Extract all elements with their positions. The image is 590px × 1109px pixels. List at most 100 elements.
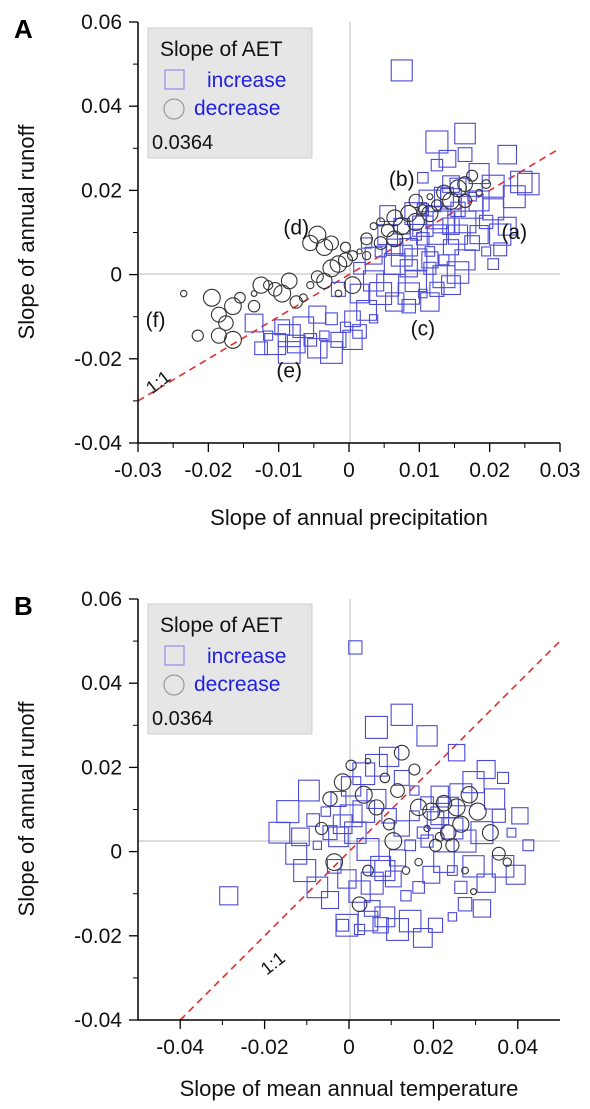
panel-b-point-increase xyxy=(352,762,376,786)
panel-b-point-decrease xyxy=(447,798,466,817)
panel-b-point-increase xyxy=(336,918,350,932)
panel-b-point-increase xyxy=(293,858,317,883)
panel-b-point-increase xyxy=(348,880,371,903)
panel-a-point-increase xyxy=(399,237,419,257)
panel-a-point-increase xyxy=(404,202,428,226)
panel-a-point-increase xyxy=(481,174,505,198)
panel-b-letter: B xyxy=(14,591,33,621)
panel-b-point-increase xyxy=(378,746,400,768)
panel-a-point-decrease xyxy=(323,235,339,251)
panel-a-point-increase xyxy=(320,341,343,364)
panel-b-point-increase xyxy=(390,703,413,726)
panel-b-point-increase xyxy=(506,827,517,838)
panel-a-point-decrease xyxy=(361,250,372,261)
panel-b-y-tick-label: -0.02 xyxy=(74,925,122,948)
panel-a-point-increase xyxy=(412,215,434,237)
panel-b-point-increase xyxy=(276,800,300,824)
panel-a-point-increase xyxy=(404,269,428,293)
panel-a-point-decrease xyxy=(356,248,363,255)
panel-b-point-increase xyxy=(388,849,407,867)
panel-b-x-label: Slope of mean annual temperature xyxy=(180,1076,519,1101)
panel-b-point-increase xyxy=(470,821,494,845)
panel-b-point-increase xyxy=(363,900,381,917)
panel-a-legend-box xyxy=(147,27,313,159)
panel-b-point-decrease xyxy=(435,794,453,812)
panel-b-point-increase xyxy=(384,870,402,888)
panel-a-point-decrease xyxy=(210,327,227,344)
panel-b-point-decrease xyxy=(452,815,470,833)
panel-b-point-decrease xyxy=(422,802,441,821)
panel-b-point-increase xyxy=(352,800,376,823)
panel-a-x-tick-label: -0.01 xyxy=(255,459,303,482)
panel-a-point-decrease xyxy=(334,289,343,298)
panel-a-point-increase xyxy=(368,314,379,324)
panel-a-point-increase xyxy=(493,242,508,257)
panel-b-point-increase xyxy=(426,811,445,829)
panel-b-legend-increase: increase xyxy=(207,645,286,668)
panel-a-legend-title: Slope of AET xyxy=(160,38,283,61)
panel-b-point-decrease xyxy=(502,857,512,867)
panel-b-point-increase xyxy=(306,813,320,827)
panel-a-point-decrease xyxy=(339,241,352,253)
panel-a-point-increase xyxy=(385,292,405,312)
panel-b-point-increase xyxy=(430,806,450,826)
panel-b-point-increase xyxy=(322,825,338,841)
panel-a-point-increase xyxy=(356,299,378,321)
panel-b-point-increase xyxy=(337,869,357,889)
panel-a-point-decrease xyxy=(343,276,362,294)
panel-a-point-increase xyxy=(468,190,490,212)
panel-b-point-increase xyxy=(393,820,410,837)
panel-b-point-increase xyxy=(339,804,363,828)
panel-b-point-increase xyxy=(291,827,310,847)
panel-a-point-increase xyxy=(401,298,417,314)
panel-b-legend-box xyxy=(147,603,313,735)
panel-a-point-increase xyxy=(319,330,330,341)
panel-b-point-decrease xyxy=(491,846,506,861)
panel-a-point-increase xyxy=(307,338,328,359)
panel-a-point-increase xyxy=(457,147,473,163)
panel-a-point-increase xyxy=(438,254,450,266)
panel-a-point-increase xyxy=(277,341,301,364)
panel-a-point-decrease xyxy=(426,193,434,201)
panel-b-point-increase xyxy=(412,881,425,894)
panel-a-point-decrease xyxy=(449,179,467,198)
panel-a-point-increase xyxy=(489,223,512,246)
panel-b-legend-title: Slope of AET xyxy=(160,614,283,637)
panel-b-point-increase xyxy=(332,814,353,835)
panel-b-point-increase xyxy=(491,808,506,823)
panel-a-point-decrease xyxy=(373,236,388,250)
panel-a-point-increase xyxy=(324,312,338,326)
panel-a-point-decrease xyxy=(481,179,492,190)
panel-b-point-increase xyxy=(297,779,320,802)
panel-b-point-increase xyxy=(446,865,458,876)
panel-a-legend: Slope of AET increase decrease 0.0364 xyxy=(147,27,313,159)
panel-a-points xyxy=(179,59,540,364)
panel-b-y-tick-label: 0.06 xyxy=(81,588,122,611)
panel-b-point-decrease xyxy=(481,824,499,842)
panel-a-point-decrease xyxy=(386,230,404,248)
panel-b-point-increase xyxy=(416,826,430,839)
panel-a-point-increase xyxy=(416,203,430,216)
panel-a-x-tick-label: 0.01 xyxy=(399,459,440,482)
panel-a-point-increase xyxy=(364,246,383,265)
panel-a-y-label: Slope of annual runoff xyxy=(14,124,39,340)
panel-a-annotation: (e) xyxy=(276,360,302,383)
panel-b-point-increase xyxy=(447,912,458,922)
panel-a-x-label: Slope of annual precipitation xyxy=(210,505,488,530)
panel-a-identity-line xyxy=(137,147,561,402)
panel-a-point-decrease xyxy=(337,252,353,268)
panel-b-point-increase xyxy=(320,806,332,817)
panel-b-point-increase xyxy=(476,759,496,780)
panel-b-point-decrease xyxy=(408,763,421,776)
panel-a-point-decrease xyxy=(234,291,246,304)
panel-b-point-increase xyxy=(412,927,433,948)
panel-b-point-decrease xyxy=(414,857,423,867)
panel-b-y-tick-label: -0.04 xyxy=(74,1009,122,1032)
panel-b-point-decrease xyxy=(461,866,469,875)
panel-a-point-increase xyxy=(421,251,439,269)
panel-b-legend-decrease: decrease xyxy=(194,673,280,696)
panel-a-point-decrease xyxy=(302,234,319,252)
panel-b-point-decrease xyxy=(423,824,431,833)
panel-a-point-decrease xyxy=(347,250,358,262)
panel-a-point-increase xyxy=(292,316,315,339)
